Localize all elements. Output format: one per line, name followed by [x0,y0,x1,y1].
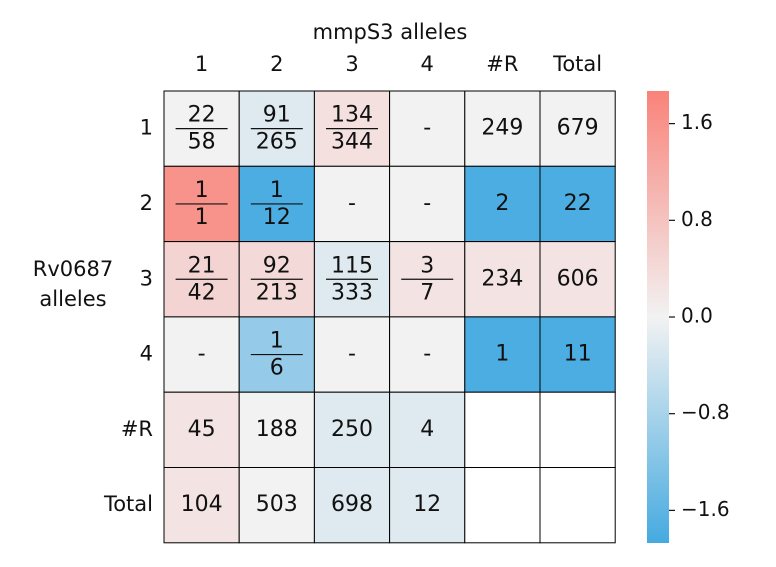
row-label: 2 [140,191,153,215]
denominator: 6 [270,356,284,381]
cell-label: 250 [331,417,373,442]
y-label: Rv0687 [33,257,113,281]
cell [313,165,391,243]
empty-cell [539,391,616,469]
denominator: 1 [195,205,209,230]
numerator: 92 [263,253,291,278]
colorbar-tick-label: −0.8 [681,400,730,424]
cell [238,467,315,544]
column-label: 1 [195,52,208,76]
cell-label: 503 [256,492,298,517]
cell-label: 249 [481,116,523,141]
row-label: 1 [140,116,153,140]
cell [539,165,616,243]
denominator: 7 [420,280,434,305]
column-label: #R [486,52,518,76]
denominator: 344 [331,130,373,155]
cell-label: 188 [256,417,298,442]
denominator: 42 [188,280,216,305]
cell [163,391,240,469]
chart-title: mmpS3 alleles [313,20,468,44]
row-label: Total [103,492,153,516]
column-label: 4 [421,52,434,76]
colorbar [647,91,669,543]
row-label: 4 [140,342,153,366]
cell [313,391,391,469]
cell [163,467,240,544]
column-label: Total [552,52,602,76]
numerator: 22 [188,103,216,128]
empty-cell [464,467,541,544]
cell-label: 679 [557,116,599,141]
numerator: 21 [188,253,216,278]
cell-label: 104 [181,492,223,517]
empty-cell [539,467,616,544]
cell-label: 1 [495,342,509,367]
colorbar-tick-label: 0.8 [681,207,713,231]
cell-label: 22 [564,191,592,216]
numerator: 1 [195,178,209,203]
denominator: 12 [263,205,291,230]
numerator: 91 [263,103,291,128]
cell-label: 12 [413,492,441,517]
cell-label: 4 [420,417,434,442]
colorbar-tick-label: −1.6 [681,497,730,521]
row-label: #R [121,417,153,441]
numerator: 3 [420,253,434,278]
colorbar-tick-label: 1.6 [681,110,713,134]
numerator: 115 [331,253,373,278]
numerator: 1 [270,178,284,203]
cell-label: 698 [331,492,373,517]
cell-label: 11 [564,342,592,367]
cell-label: 45 [188,417,216,442]
y-label: alleles [39,287,106,311]
cell-label: 234 [481,266,523,291]
denominator: 58 [188,130,216,155]
column-label: 3 [345,52,358,76]
colorbar-tick-label: 0.0 [681,304,713,328]
numerator: 134 [331,103,373,128]
row-label: 3 [140,266,153,290]
cell [313,316,391,393]
cell-label: - [198,342,206,367]
cell [539,316,616,393]
cell-label: - [423,191,431,216]
cell-label: - [348,342,356,367]
cell [464,165,541,243]
cell [163,316,240,393]
cell [539,241,616,318]
numerator: 1 [270,329,284,354]
denominator: 333 [331,280,373,305]
cell [389,165,466,243]
cell [464,241,541,318]
cell-label: - [348,191,356,216]
empty-cell [464,391,541,469]
column-label: 2 [270,52,283,76]
denominator: 265 [256,130,298,155]
cell-label: - [423,342,431,367]
denominator: 213 [256,280,298,305]
cell-label: 606 [557,266,599,291]
cell-label: - [423,116,431,141]
cell-label: 2 [495,191,509,216]
cell [389,391,466,469]
